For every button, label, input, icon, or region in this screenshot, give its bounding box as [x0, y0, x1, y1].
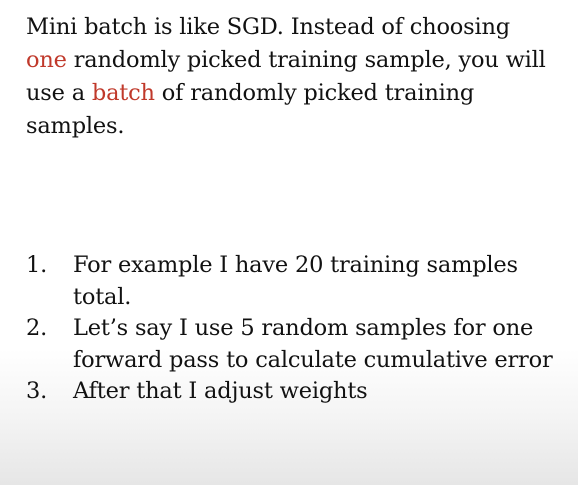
intro-text-part1: Mini batch is like SGD. Instead of choos… [26, 14, 510, 40]
list-number: 1. [26, 252, 48, 278]
list-item: 3. After that I adjust weights [26, 376, 571, 408]
list-text: For example I have 20 training samples t… [73, 252, 518, 310]
list-item: 1. For example I have 20 training sample… [26, 250, 571, 313]
highlight-one: one [26, 47, 67, 73]
intro-text-part2: randomly picked training sample, you wil… [26, 47, 546, 106]
list-item: 2. Let’s say I use 5 random samples for … [26, 313, 571, 376]
intro-text-part3: of randomly picked training samples. [26, 80, 475, 139]
list-number: 2. [26, 315, 48, 341]
list-text: Let’s say I use 5 random samples for one… [73, 315, 553, 373]
highlight-batch: batch [91, 80, 155, 106]
intro-paragraph: Mini batch is like SGD. Instead of choos… [26, 11, 566, 143]
list-number: 3. [26, 378, 48, 404]
list-text: After that I adjust weights [73, 378, 368, 404]
steps-list: 1. For example I have 20 training sample… [26, 250, 571, 408]
